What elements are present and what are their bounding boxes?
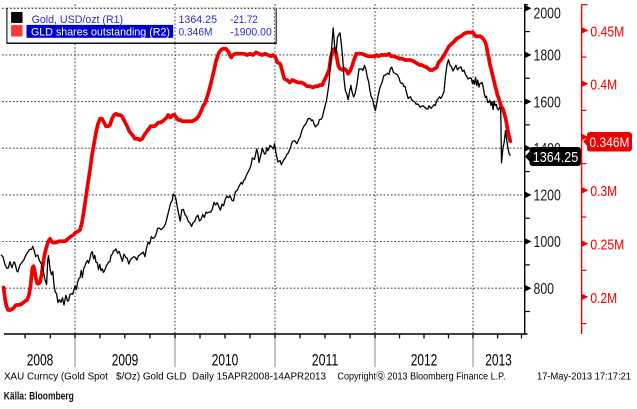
svg-text:17-May-2013 17:17:21: 17-May-2013 17:17:21 <box>537 372 631 383</box>
svg-text:0.45M: 0.45M <box>590 23 624 40</box>
svg-text:1600: 1600 <box>534 94 561 111</box>
svg-text:0.2M: 0.2M <box>590 290 617 307</box>
svg-text:0.3M: 0.3M <box>590 183 617 200</box>
svg-text:1000: 1000 <box>534 234 561 251</box>
svg-text:1800: 1800 <box>534 48 561 65</box>
svg-text:2013: 2013 <box>485 351 512 370</box>
svg-text:2000: 2000 <box>534 6 561 23</box>
svg-text:-1900.00: -1900.00 <box>230 27 271 39</box>
svg-text:0.4M: 0.4M <box>590 77 617 94</box>
svg-text:2010: 2010 <box>212 351 239 370</box>
svg-text:XAU Curncy (Gold Spot $/Oz): XAU Curncy (Gold Spot $/Oz) Gold GLD Dai… <box>4 372 327 383</box>
svg-text:Källa: Bloomberg: Källa: Bloomberg <box>4 391 74 403</box>
svg-text:2012: 2012 <box>411 351 438 370</box>
svg-text:CopyrightⓆ 2013 Bloomberg Fina: CopyrightⓆ 2013 Bloomberg Finance L.P. <box>338 371 506 383</box>
svg-text:1364.25: 1364.25 <box>533 150 579 166</box>
svg-text:2011: 2011 <box>312 351 339 370</box>
svg-text:800: 800 <box>534 281 555 298</box>
svg-text:0.346M: 0.346M <box>179 27 213 39</box>
svg-text:Gold, USD/ozt (R1): Gold, USD/ozt (R1) <box>32 14 124 26</box>
svg-text:0.25M: 0.25M <box>590 237 624 254</box>
svg-text:1364.25: 1364.25 <box>179 14 218 26</box>
svg-text:0.346M: 0.346M <box>590 135 630 150</box>
svg-text:1200: 1200 <box>534 188 561 205</box>
svg-text:2009: 2009 <box>112 351 139 370</box>
svg-text:2008: 2008 <box>27 351 54 370</box>
svg-text:-21.72: -21.72 <box>230 14 257 26</box>
svg-text:GLD shares outstanding (R2): GLD shares outstanding (R2) <box>31 27 170 39</box>
